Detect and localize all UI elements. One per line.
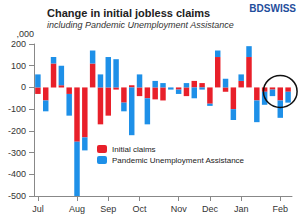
svg-text:-300: -300 <box>8 148 26 158</box>
svg-text:Oct: Oct <box>133 204 148 214</box>
svg-text:Dec: Dec <box>202 204 219 214</box>
svg-text:0: 0 <box>21 82 26 92</box>
svg-text:Jul: Jul <box>32 204 44 214</box>
svg-text:Aug: Aug <box>69 204 85 214</box>
svg-text:Initial claims: Initial claims <box>112 145 156 154</box>
svg-text:200: 200 <box>11 39 26 49</box>
svg-text:including Pandemic Unemploymen: including Pandemic Unemployment Assistan… <box>47 20 234 30</box>
svg-text:BDSWISS: BDSWISS <box>249 3 296 14</box>
svg-text:,000: ,000 <box>16 29 34 39</box>
svg-text:Pandemic Unemployment Assistan: Pandemic Unemployment Assistance <box>112 156 245 165</box>
svg-text:Jan: Jan <box>234 204 249 214</box>
svg-text:-100: -100 <box>8 104 26 114</box>
svg-text:Change in initial jobless clai: Change in initial jobless claims <box>47 7 210 19</box>
svg-text:-500: -500 <box>8 191 26 201</box>
svg-text:-200: -200 <box>8 126 26 136</box>
svg-text:Nov: Nov <box>171 204 188 214</box>
svg-text:100: 100 <box>11 61 26 71</box>
svg-text:Feb: Feb <box>273 204 289 214</box>
svg-text:Sep: Sep <box>100 204 116 214</box>
svg-text:-400: -400 <box>8 169 26 179</box>
